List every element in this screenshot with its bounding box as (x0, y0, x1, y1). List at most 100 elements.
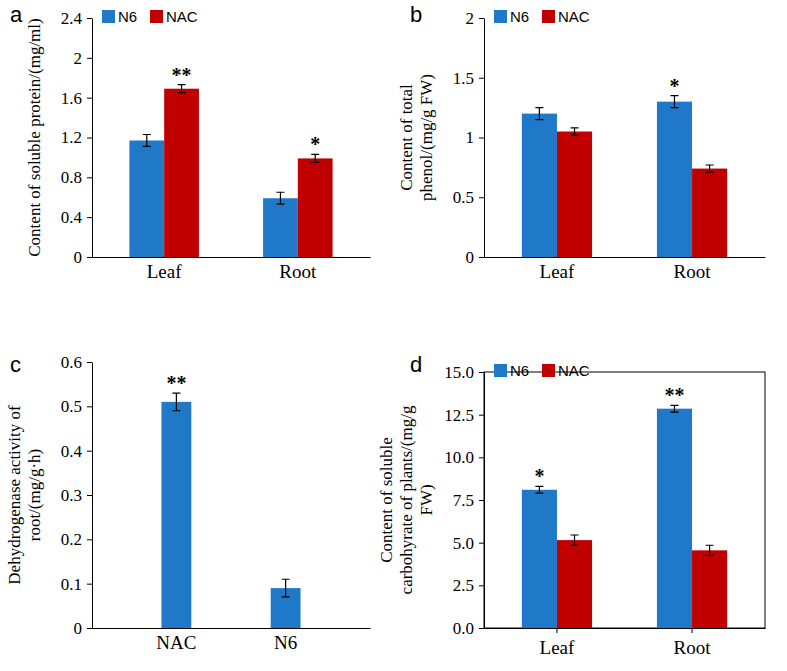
y-tick-label: 0 (74, 248, 83, 267)
legend: N6NAC (102, 8, 198, 25)
x-axis-line (485, 628, 766, 629)
significance-label: * (669, 75, 679, 97)
bar (657, 102, 692, 257)
x-tick: NAC (156, 628, 196, 653)
y-tick-mark (87, 138, 92, 139)
bar (692, 169, 727, 257)
significance-label: * (310, 133, 320, 155)
x-tick-label: Root (674, 637, 712, 658)
error-bar (282, 579, 290, 597)
y-tick-mark (87, 18, 92, 19)
y-tick-mark (479, 372, 484, 373)
x-tick: Leaf (540, 628, 575, 658)
x-tick: Root (674, 257, 712, 282)
y-axis-title: Content of soluble protein/(mg/ml) (25, 18, 44, 256)
panel-label: c (10, 352, 21, 377)
legend-label: NAC (166, 8, 198, 25)
error-bar (535, 108, 543, 120)
legend-swatch (102, 10, 115, 23)
plot-area (522, 96, 727, 257)
y-tick-label: 0.5 (453, 188, 474, 207)
y-tick-mark (479, 585, 484, 586)
y-axis-title: Dehydrogenase activity of (5, 405, 24, 585)
panel: ***00.40.81.21.622.4LeafRootContent of s… (10, 2, 371, 282)
y-axis-title: root/(mg/g·h) (25, 449, 44, 542)
significance-label: * (534, 465, 544, 487)
y-tick-mark (87, 539, 92, 540)
error-bar (706, 165, 714, 172)
y-tick-label: 0.1 (61, 575, 82, 594)
y-tick-label: 0.4 (61, 208, 83, 227)
legend-label: NAC (558, 8, 590, 25)
y-tick-label: 2.5 (453, 576, 474, 595)
y-tick-label: 2 (74, 49, 83, 68)
y-tick-mark (87, 257, 92, 258)
legend-swatch (542, 10, 555, 23)
y-tick-mark (87, 628, 92, 629)
plot-frame (484, 372, 765, 628)
y-tick-label: 15.0 (444, 363, 474, 382)
y-tick: 0.8 (61, 168, 92, 187)
y-tick: 1.5 (453, 69, 484, 88)
y-tick-mark (479, 78, 484, 79)
bar (557, 132, 592, 257)
y-tick-mark (479, 18, 484, 19)
x-tick-label: Leaf (147, 261, 182, 282)
panel-label: d (410, 352, 422, 377)
y-tick-label: 1 (466, 128, 475, 147)
x-axis-line (93, 628, 371, 629)
bar (557, 540, 592, 628)
y-tick-label: 0.3 (61, 486, 82, 505)
y-tick-label: 10.0 (444, 448, 474, 467)
y-tick-mark (87, 584, 92, 585)
y-tick: 0 (466, 248, 485, 267)
error-bar (178, 85, 186, 93)
bar (522, 114, 557, 257)
y-tick: 1 (466, 128, 485, 147)
y-tick-label: 0 (74, 619, 83, 638)
y-tick-mark (87, 217, 92, 218)
legend: N6NAC (494, 8, 590, 25)
legend-label: N6 (510, 362, 529, 379)
y-tick: 0.4 (61, 208, 92, 227)
y-tick-mark (87, 58, 92, 59)
x-tick: Root (674, 628, 712, 658)
y-tick: 10.0 (444, 448, 484, 467)
bar (692, 550, 727, 628)
x-axis: NACN6 (93, 628, 371, 653)
y-axis-title: carbohyrate of plants/(mg/g (397, 405, 416, 594)
y-axis-title: FW) (417, 484, 436, 515)
error-bar (143, 135, 151, 147)
y-axis-title: Content of soluble (377, 437, 396, 563)
plot-area (161, 393, 300, 628)
y-axis-line (484, 373, 485, 629)
y-tick: 2.4 (61, 9, 92, 28)
y-tick-label: 0.2 (61, 530, 82, 549)
y-tick-mark (479, 628, 484, 629)
y-axis: 00.40.81.21.622.4 (61, 9, 93, 267)
y-tick-label: 1.6 (61, 89, 82, 108)
x-tick-label: Leaf (540, 637, 575, 658)
y-tick: 1.6 (61, 89, 92, 108)
error-bar (172, 393, 180, 411)
legend-swatch (494, 364, 507, 377)
y-tick: 0.2 (61, 530, 92, 549)
bar (164, 89, 199, 257)
y-tick: 0.3 (61, 486, 92, 505)
error-bar (706, 545, 714, 555)
y-tick-mark (479, 457, 484, 458)
y-axis-line (92, 19, 93, 258)
x-tick: Leaf (540, 257, 575, 282)
panel-label: b (410, 2, 422, 27)
plot-area (129, 85, 332, 257)
y-tick: 2 (466, 9, 485, 28)
panel: ***0.02.55.07.510.012.515.0LeafRootConte… (377, 352, 766, 658)
bar (129, 140, 164, 257)
y-tick-mark (479, 138, 484, 139)
error-bar (571, 535, 579, 545)
y-tick: 5.0 (453, 534, 484, 553)
y-axis-title: Content of total (397, 84, 416, 191)
y-axis-title: phenol/(mg/g FW) (417, 74, 436, 201)
y-tick: 0.6 (61, 353, 92, 372)
legend-swatch (150, 10, 163, 23)
